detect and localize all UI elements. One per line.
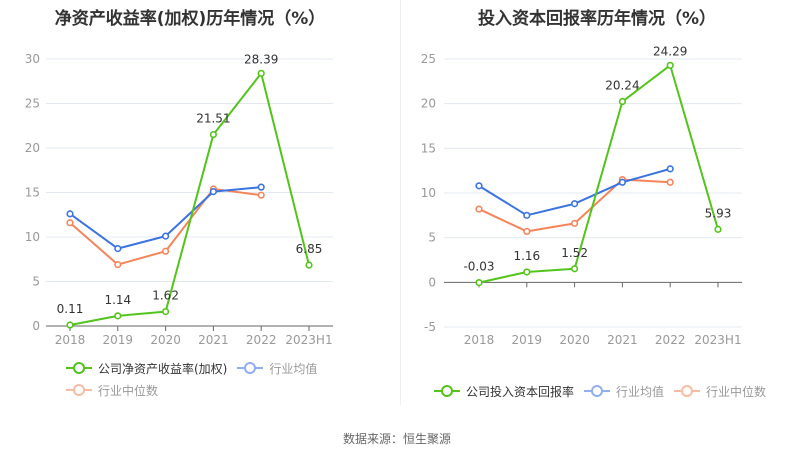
data-point-industry_avg[interactable] bbox=[257, 183, 265, 191]
x-tick-label: 2023H1 bbox=[285, 333, 332, 347]
y-tick-label: 30 bbox=[25, 52, 40, 66]
data-point-company[interactable] bbox=[257, 69, 265, 77]
y-tick-label: -5 bbox=[424, 320, 436, 334]
x-tick-label: 2018 bbox=[464, 333, 495, 347]
legend-marker-median-icon bbox=[674, 385, 701, 397]
data-point-company[interactable] bbox=[666, 61, 674, 69]
data-label: -0.03 bbox=[463, 260, 494, 274]
y-tick-label: 25 bbox=[25, 97, 40, 111]
data-point-industry_avg[interactable] bbox=[66, 210, 74, 218]
data-point-industry_median[interactable] bbox=[666, 178, 674, 186]
data-point-industry_median[interactable] bbox=[114, 260, 122, 269]
data-point-industry_avg[interactable] bbox=[162, 232, 170, 240]
y-tick-label: 0 bbox=[428, 275, 436, 289]
legend-marker-median-icon bbox=[66, 384, 92, 396]
y-tick-label: 15 bbox=[421, 141, 436, 155]
data-point-company[interactable] bbox=[618, 97, 626, 106]
data-point-industry_avg[interactable] bbox=[666, 165, 674, 173]
data-label: 0.11 bbox=[57, 302, 84, 316]
data-point-company[interactable] bbox=[114, 312, 122, 320]
data-point-company[interactable] bbox=[162, 307, 170, 316]
y-tick-label: 25 bbox=[421, 52, 436, 66]
legend-marker-avg-icon bbox=[237, 362, 264, 374]
y-tick-label: 10 bbox=[421, 186, 436, 200]
x-tick-label: 2018 bbox=[55, 333, 86, 347]
legend-item-industry-median[interactable]: 行业中位数 bbox=[674, 380, 766, 402]
x-tick-label: 2019 bbox=[512, 333, 543, 347]
data-point-industry_median[interactable] bbox=[475, 205, 483, 213]
data-point-industry_median[interactable] bbox=[571, 219, 579, 227]
chart-divider bbox=[400, 0, 401, 405]
y-tick-label: 0 bbox=[32, 319, 40, 333]
data-source-footer: 数据来源：恒生聚源 bbox=[342, 432, 451, 446]
x-tick-label: 2021 bbox=[607, 333, 638, 347]
data-point-industry_avg[interactable] bbox=[209, 188, 217, 196]
x-tick-label: 2023H1 bbox=[694, 333, 741, 347]
roe-chart: 0 5 10 15 20 25 30 2018 2019 2020 2021 2022 2023H1 0.… bbox=[25, 52, 333, 347]
data-point-industry_avg[interactable] bbox=[114, 244, 122, 253]
legend-item-company-roe[interactable]: 公司净资产收益率(加权) bbox=[66, 357, 227, 379]
y-tick-label: 5 bbox=[428, 231, 436, 245]
legend-marker-avg-icon bbox=[584, 385, 611, 397]
roic-legend: 公司投入资本回报率 行业均值 行业中位数 bbox=[434, 380, 794, 402]
data-label: 1.14 bbox=[104, 293, 131, 307]
legend-item-industry-median[interactable]: 行业中位数 bbox=[66, 379, 158, 401]
data-point-company[interactable] bbox=[714, 225, 722, 233]
chart-title-roe: 净资产收益率(加权)历年情况（%） bbox=[54, 9, 326, 29]
data-point-industry_avg[interactable] bbox=[523, 211, 531, 219]
data-point-industry_avg[interactable] bbox=[475, 182, 483, 190]
legend-label: 行业中位数 bbox=[706, 384, 767, 399]
data-point-company[interactable] bbox=[523, 268, 531, 276]
series-line-company bbox=[478, 64, 719, 284]
data-label: 20.24 bbox=[605, 79, 639, 93]
legend-label: 行业均值 bbox=[269, 361, 318, 376]
data-point-industry_median[interactable] bbox=[162, 247, 170, 255]
legend-label: 公司净资产收益率(加权) bbox=[98, 361, 228, 376]
roe-legend: 公司净资产收益率(加权) 行业均值 行业中位数 bbox=[66, 357, 366, 401]
x-tick-label: 2020 bbox=[559, 333, 590, 347]
legend-label: 行业均值 bbox=[616, 384, 665, 399]
legend-item-company-roic[interactable]: 公司投入资本回报率 bbox=[434, 380, 574, 402]
legend-label: 行业中位数 bbox=[98, 383, 159, 398]
chart-title-roic: 投入资本回报率历年情况（%） bbox=[477, 9, 717, 29]
legend-item-industry-avg[interactable]: 行业均值 bbox=[237, 357, 317, 379]
data-point-industry_median[interactable] bbox=[66, 219, 74, 227]
legend-marker-company-icon bbox=[434, 385, 460, 397]
x-tick-label: 2020 bbox=[150, 333, 181, 347]
series-line-industry_avg bbox=[478, 167, 671, 217]
x-tick-label: 2022 bbox=[246, 333, 277, 347]
x-tick-label: 2021 bbox=[198, 333, 229, 347]
data-point-industry_median[interactable] bbox=[257, 191, 265, 199]
legend-marker-company-icon bbox=[66, 362, 92, 374]
legend-label: 公司投入资本回报率 bbox=[466, 384, 575, 399]
data-label: 24.29 bbox=[653, 44, 687, 58]
data-point-industry_median[interactable] bbox=[523, 227, 531, 236]
data-point-industry_avg[interactable] bbox=[571, 200, 579, 208]
data-label: 5.93 bbox=[705, 206, 732, 220]
data-label: 1.62 bbox=[152, 289, 179, 303]
y-tick-label: 20 bbox=[421, 97, 436, 111]
y-tick-label: 5 bbox=[32, 275, 40, 289]
series-line-company bbox=[69, 72, 310, 327]
data-point-industry_avg[interactable] bbox=[618, 178, 626, 186]
data-label: 21.51 bbox=[196, 112, 230, 126]
roic-chart: -5 0 5 10 15 20 25 2018 2019 2020 2021 2022 2023H1 -0… bbox=[421, 44, 742, 347]
y-tick-label: 20 bbox=[25, 141, 40, 155]
data-point-company[interactable] bbox=[305, 261, 313, 269]
data-label: 28.39 bbox=[244, 52, 278, 66]
x-tick-label: 2019 bbox=[103, 333, 134, 347]
data-label: 1.52 bbox=[561, 246, 588, 260]
data-point-company[interactable] bbox=[209, 130, 217, 139]
data-point-company[interactable] bbox=[571, 265, 579, 273]
y-tick-label: 10 bbox=[25, 230, 40, 244]
data-point-company[interactable] bbox=[475, 279, 483, 287]
x-tick-label: 2022 bbox=[655, 333, 686, 347]
data-label: 6.85 bbox=[296, 242, 323, 256]
y-tick-label: 15 bbox=[25, 186, 40, 200]
data-point-company[interactable] bbox=[66, 321, 74, 329]
legend-item-industry-avg[interactable]: 行业均值 bbox=[584, 380, 664, 402]
data-label: 1.16 bbox=[513, 249, 540, 263]
